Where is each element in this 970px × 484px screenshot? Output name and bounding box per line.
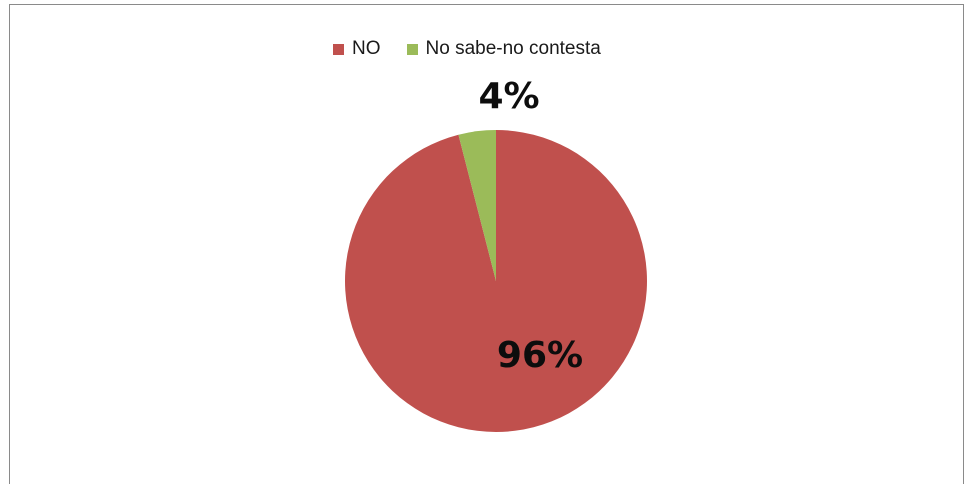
pie-slice-no (345, 130, 648, 432)
legend-item-no-sabe: No sabe-no contesta (406, 38, 601, 60)
legend-item-no: NO (333, 38, 381, 60)
legend-swatch-no-sabe (406, 43, 418, 55)
legend-swatch-no (333, 43, 344, 55)
pie-slice-no-sabe (458, 130, 496, 281)
data-label-no: 96% (497, 335, 583, 376)
data-label-no-sabe: 4% (478, 76, 539, 117)
legend-label-no: NO (352, 38, 381, 59)
pie-slices (345, 130, 648, 432)
legend-label-no-sabe: No sabe-no contesta (425, 38, 601, 59)
legend: NO No sabe-no contesta (333, 38, 601, 60)
